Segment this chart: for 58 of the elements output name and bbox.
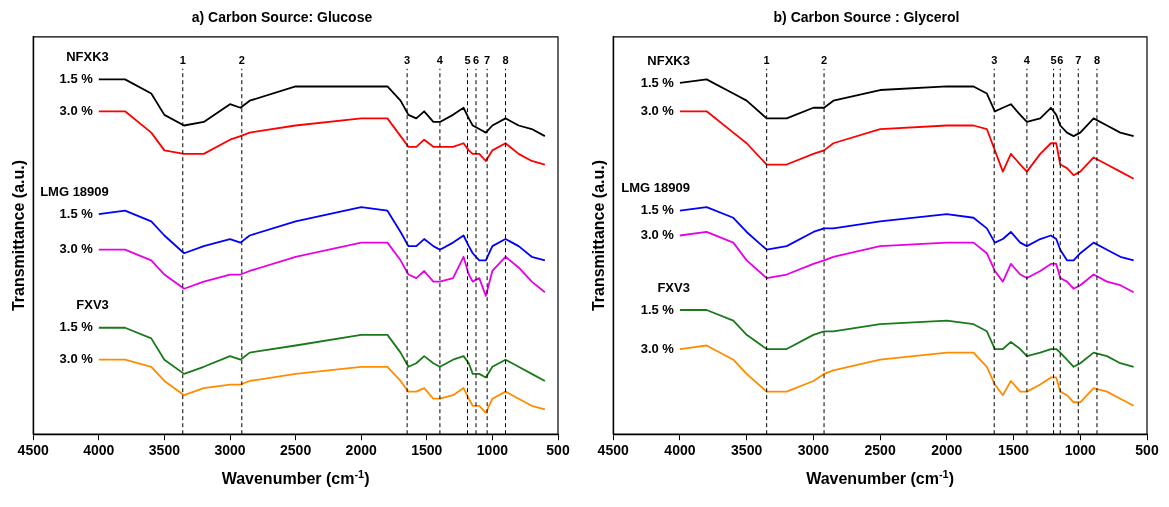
x-tick-label: 500 xyxy=(1135,442,1159,459)
series-label: 3.0 % xyxy=(640,227,675,243)
chart-title: b) Carbon Source : Glycerol xyxy=(773,9,960,26)
annotation: 3 xyxy=(991,54,998,67)
x-tick-label: 1000 xyxy=(476,442,509,459)
x-tick-label: 2000 xyxy=(345,442,377,459)
annotation: 7 xyxy=(1075,54,1082,67)
text: NFXK3 xyxy=(647,52,690,68)
x-tick-label: 3500 xyxy=(148,442,181,459)
annotation: 6 xyxy=(1057,54,1064,67)
annotation: LMG 18909 xyxy=(621,180,690,196)
y-axis-title: Transmittance (a.u.) xyxy=(10,159,28,312)
x-tick-label: 4000 xyxy=(83,442,115,459)
y-axis-title: Transmittance (a.u.) xyxy=(590,159,608,312)
series-label: 3.0 % xyxy=(59,241,94,257)
x-tick-label: 1500 xyxy=(997,442,1030,459)
x-axis-title: Wavenumber (cm$^{-1}$) xyxy=(806,468,955,489)
series-label: 1.5 % xyxy=(59,319,94,335)
x-tick-label: 1500 xyxy=(411,442,443,459)
x-tick-label: 1000 xyxy=(1064,442,1097,459)
annotation: 3 xyxy=(404,54,411,67)
x-tick-label: 500 xyxy=(546,442,570,459)
annotation: 4 xyxy=(436,54,444,67)
annotation: 1 xyxy=(179,54,186,67)
series-label: 3.0 % xyxy=(640,340,675,356)
x-tick-label: 2500 xyxy=(864,442,896,459)
text: NFXK3 xyxy=(66,48,109,64)
annotation: 8 xyxy=(1093,54,1101,67)
annotation: 2 xyxy=(820,54,828,67)
x-tick-label: 2000 xyxy=(931,442,963,459)
x-tick-label: 3000 xyxy=(797,442,830,459)
x-tick-label: 3000 xyxy=(214,442,246,459)
series-label: 1.5 % xyxy=(640,202,675,218)
annotation: 4 xyxy=(1023,54,1031,67)
series-label: 1.5 % xyxy=(59,70,94,86)
x-tick-label: 4500 xyxy=(17,442,49,459)
annotation: 5 xyxy=(1050,54,1057,67)
series-label: 1.5 % xyxy=(59,205,94,221)
annotation: FXV3 xyxy=(657,279,690,295)
annotation: 6 xyxy=(472,54,480,67)
annotation: 5 xyxy=(464,54,471,67)
annotation: LMG 18909 xyxy=(40,183,109,199)
x-tick-label: 2500 xyxy=(280,442,312,459)
series-label: 3.0 % xyxy=(640,102,675,118)
annotation: 8 xyxy=(502,54,509,67)
annotation: 7 xyxy=(484,54,491,67)
x-tick-label: 3500 xyxy=(731,442,763,459)
x-tick-label: 4500 xyxy=(597,442,629,459)
series-label: 3.0 % xyxy=(59,351,94,367)
chart-title: a) Carbon Source: Glucose xyxy=(191,9,373,26)
x-tick-label: 4000 xyxy=(664,442,696,459)
series-label: 1.5 % xyxy=(640,301,675,317)
annotation: 2 xyxy=(238,54,245,67)
series-label: 3.0 % xyxy=(59,102,94,118)
annotation: FXV3 xyxy=(76,297,109,313)
series-label: 1.5 % xyxy=(640,74,675,90)
x-axis-title: Wavenumber (cm$^{-1}$) xyxy=(221,468,370,489)
annotation: 1 xyxy=(763,54,770,67)
